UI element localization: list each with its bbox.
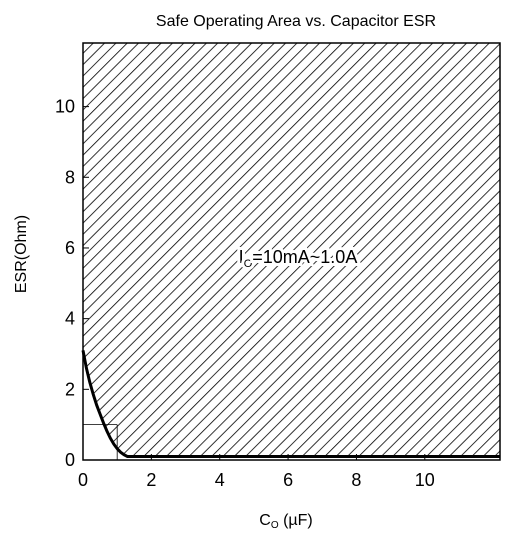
region-label: IO=10mA~1.0A <box>239 247 358 270</box>
x-axis-label-sub: O <box>271 520 279 531</box>
y-tick-label: 10 <box>55 97 75 117</box>
safe-operating-area <box>83 43 500 457</box>
x-tick-label: 2 <box>146 470 156 490</box>
y-axis-ticks: 0 2 4 6 8 10 <box>55 97 89 470</box>
y-tick-label: 6 <box>65 238 75 258</box>
x-tick-label: 10 <box>415 470 435 490</box>
plot-frame <box>82 42 501 461</box>
x-tick-label: 4 <box>215 470 225 490</box>
y-tick-label: 8 <box>65 167 75 187</box>
x-axis-label-main: C <box>259 512 271 529</box>
x-tick-label: 8 <box>351 470 361 490</box>
x-tick-label: 6 <box>283 470 293 490</box>
chart-title: Safe Operating Area vs. Capacitor ESR <box>156 13 436 30</box>
x-axis-ticks: 0 2 4 6 8 10 <box>78 454 435 490</box>
region-label-main: I <box>239 247 244 267</box>
x-tick-label: 0 <box>78 470 88 490</box>
boundary-curve <box>81 350 500 458</box>
x-axis-label: CO (µF) <box>259 512 312 531</box>
region-label-sub: O <box>244 258 253 270</box>
y-tick-label: 4 <box>65 309 75 329</box>
x-axis-label-unit: (µF) <box>279 512 313 529</box>
y-tick-label: 0 <box>65 450 75 470</box>
y-axis-label: ESR(Ohm) <box>13 215 30 293</box>
y-tick-label: 2 <box>65 379 75 399</box>
region-label-rest: =10mA~1.0A <box>252 247 357 267</box>
